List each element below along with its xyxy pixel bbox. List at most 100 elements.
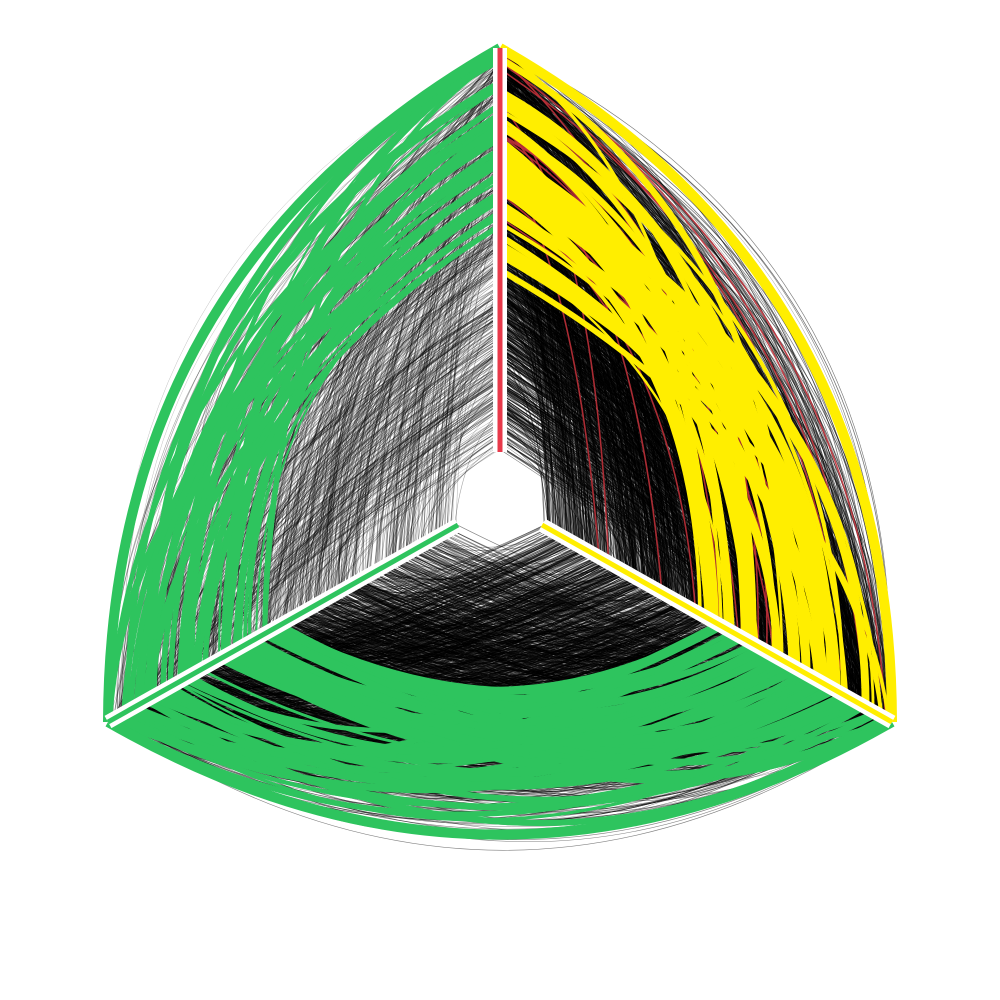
edge xyxy=(405,383,501,555)
edge xyxy=(406,297,501,555)
edge xyxy=(123,410,501,714)
edge xyxy=(314,146,501,606)
edge xyxy=(275,156,501,628)
edge xyxy=(394,285,501,561)
edge xyxy=(381,342,501,568)
edge xyxy=(335,591,661,631)
edge xyxy=(301,233,501,614)
edge xyxy=(296,407,501,616)
edge xyxy=(149,392,501,699)
edge xyxy=(400,309,501,558)
edge xyxy=(369,65,501,575)
edge xyxy=(399,159,501,558)
edge xyxy=(335,270,501,594)
edge xyxy=(139,390,501,705)
edge xyxy=(499,417,649,586)
edge xyxy=(499,305,655,589)
edge xyxy=(357,230,501,582)
edge xyxy=(256,427,501,639)
edge xyxy=(416,547,617,576)
edge xyxy=(275,351,501,628)
edge xyxy=(297,445,501,616)
edge xyxy=(205,342,501,668)
edge xyxy=(274,278,501,629)
highlight-edge xyxy=(137,156,502,704)
edge xyxy=(286,305,501,622)
edge xyxy=(167,527,548,689)
edge xyxy=(499,423,661,592)
edge xyxy=(293,280,501,618)
edge xyxy=(365,205,501,577)
edge xyxy=(378,377,501,570)
edge xyxy=(342,329,501,590)
edge xyxy=(423,240,501,545)
edge xyxy=(271,398,501,630)
edge xyxy=(397,346,501,559)
edge xyxy=(347,586,680,649)
edge xyxy=(288,419,501,621)
edge xyxy=(142,410,501,703)
edge xyxy=(283,188,501,623)
edge xyxy=(255,435,501,639)
edge xyxy=(499,425,692,609)
edge xyxy=(435,346,501,538)
edge xyxy=(234,244,501,651)
edge xyxy=(337,349,501,593)
edge xyxy=(344,292,501,589)
highlight-edge xyxy=(106,111,502,722)
edge xyxy=(253,383,501,640)
edge xyxy=(452,207,501,529)
edge xyxy=(337,165,501,593)
edge xyxy=(327,239,501,599)
edge xyxy=(291,173,501,619)
edge xyxy=(362,526,545,580)
edge xyxy=(365,253,501,577)
edge xyxy=(310,143,501,608)
edge xyxy=(351,271,501,585)
edge xyxy=(325,229,501,600)
edge xyxy=(499,261,635,578)
edge xyxy=(451,354,501,529)
edge xyxy=(160,547,583,693)
edge xyxy=(259,400,501,637)
edge xyxy=(322,269,501,601)
edge xyxy=(251,235,501,642)
edge xyxy=(293,172,501,618)
edge xyxy=(446,208,501,532)
edge xyxy=(393,207,501,562)
edge xyxy=(365,112,501,578)
edge xyxy=(190,219,501,676)
edge xyxy=(247,379,501,644)
edge xyxy=(279,250,501,626)
edge xyxy=(435,55,501,538)
highlight-edge xyxy=(262,120,501,635)
edge xyxy=(365,267,501,577)
highlight-edge xyxy=(243,193,501,645)
edge xyxy=(394,289,501,561)
edge xyxy=(202,393,501,669)
edge xyxy=(261,263,501,636)
edge xyxy=(285,215,501,623)
edge xyxy=(250,285,501,642)
edges-bottom-sector xyxy=(105,524,895,851)
edge xyxy=(399,260,501,559)
highlight-edge xyxy=(266,628,879,766)
edges-upper-left-sector xyxy=(103,43,503,723)
edge xyxy=(440,352,501,535)
edge xyxy=(499,377,587,550)
edge xyxy=(267,172,501,632)
edge xyxy=(499,400,636,578)
highlight-edge xyxy=(167,116,502,688)
edge xyxy=(427,168,501,542)
edge xyxy=(299,306,501,614)
edge xyxy=(394,244,501,561)
edge xyxy=(262,332,501,635)
edge xyxy=(435,537,644,593)
edge xyxy=(194,331,501,674)
edge xyxy=(248,302,501,643)
edge xyxy=(266,269,501,633)
edge xyxy=(308,338,501,610)
edge xyxy=(431,539,619,585)
